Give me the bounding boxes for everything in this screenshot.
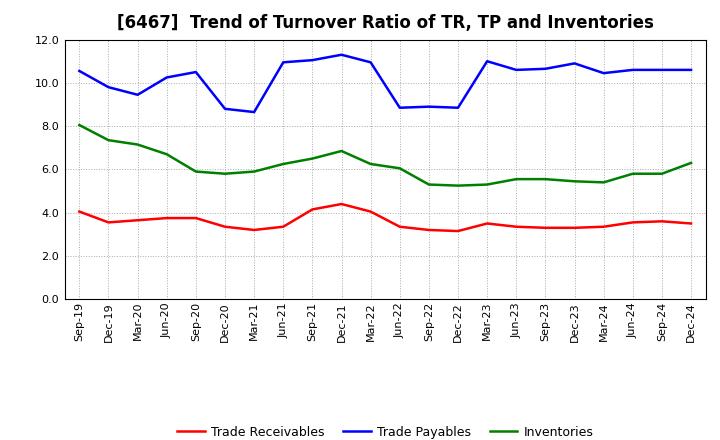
Trade Payables: [337, 52, 346, 57]
Trade Payables: [629, 67, 637, 73]
Trade Receivables: [220, 224, 229, 229]
Trade Receivables: [454, 228, 462, 234]
Trade Payables: [163, 75, 171, 80]
Inventories: [687, 160, 696, 165]
Inventories: [163, 152, 171, 157]
Trade Receivables: [133, 218, 142, 223]
Trade Payables: [75, 68, 84, 73]
Trade Payables: [687, 67, 696, 73]
Trade Receivables: [425, 227, 433, 233]
Inventories: [570, 179, 579, 184]
Trade Receivables: [629, 220, 637, 225]
Trade Receivables: [75, 209, 84, 214]
Inventories: [279, 161, 287, 167]
Trade Receivables: [570, 225, 579, 231]
Line: Inventories: Inventories: [79, 125, 691, 186]
Trade Payables: [308, 58, 317, 63]
Trade Receivables: [104, 220, 113, 225]
Line: Trade Payables: Trade Payables: [79, 55, 691, 112]
Trade Payables: [279, 60, 287, 65]
Trade Receivables: [541, 225, 550, 231]
Trade Receivables: [599, 224, 608, 229]
Trade Payables: [512, 67, 521, 73]
Trade Receivables: [337, 202, 346, 207]
Legend: Trade Receivables, Trade Payables, Inventories: Trade Receivables, Trade Payables, Inven…: [172, 421, 598, 440]
Trade Payables: [657, 67, 666, 73]
Inventories: [541, 176, 550, 182]
Inventories: [250, 169, 258, 174]
Title: [6467]  Trend of Turnover Ratio of TR, TP and Inventories: [6467] Trend of Turnover Ratio of TR, TP…: [117, 15, 654, 33]
Inventories: [395, 166, 404, 171]
Trade Payables: [133, 92, 142, 97]
Trade Payables: [220, 106, 229, 111]
Trade Payables: [395, 105, 404, 110]
Inventories: [337, 148, 346, 154]
Trade Payables: [250, 110, 258, 115]
Inventories: [599, 180, 608, 185]
Inventories: [104, 138, 113, 143]
Inventories: [657, 171, 666, 176]
Inventories: [366, 161, 375, 167]
Trade Receivables: [687, 221, 696, 226]
Inventories: [308, 156, 317, 161]
Trade Payables: [570, 61, 579, 66]
Inventories: [192, 169, 200, 174]
Trade Payables: [425, 104, 433, 109]
Trade Payables: [599, 70, 608, 76]
Trade Receivables: [657, 219, 666, 224]
Inventories: [454, 183, 462, 188]
Trade Receivables: [366, 209, 375, 214]
Trade Receivables: [308, 207, 317, 212]
Trade Payables: [454, 105, 462, 110]
Trade Payables: [483, 59, 492, 64]
Trade Receivables: [279, 224, 287, 229]
Trade Receivables: [512, 224, 521, 229]
Trade Receivables: [395, 224, 404, 229]
Inventories: [425, 182, 433, 187]
Trade Payables: [192, 70, 200, 75]
Inventories: [75, 122, 84, 128]
Inventories: [629, 171, 637, 176]
Trade Receivables: [250, 227, 258, 233]
Inventories: [512, 176, 521, 182]
Trade Receivables: [192, 216, 200, 221]
Trade Payables: [541, 66, 550, 71]
Trade Payables: [366, 60, 375, 65]
Inventories: [133, 142, 142, 147]
Trade Receivables: [163, 216, 171, 221]
Line: Trade Receivables: Trade Receivables: [79, 204, 691, 231]
Inventories: [483, 182, 492, 187]
Trade Receivables: [483, 221, 492, 226]
Inventories: [220, 171, 229, 176]
Trade Payables: [104, 84, 113, 90]
